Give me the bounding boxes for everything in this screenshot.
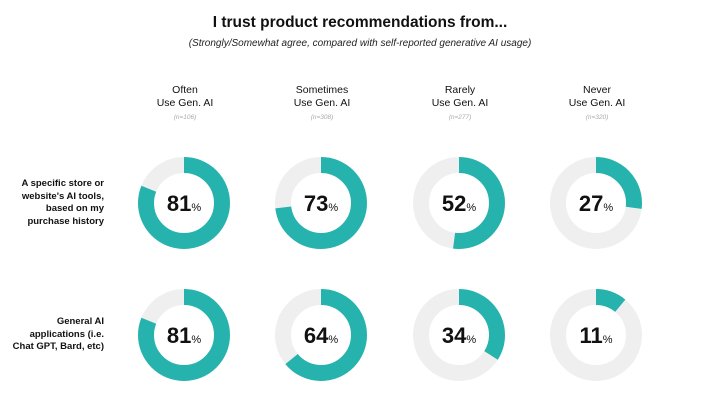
value-percent-sign: %: [466, 202, 476, 214]
column-sample-size: (n=308): [310, 114, 334, 121]
donut-value-label: 34%: [442, 323, 476, 348]
donut-value-label: 81%: [167, 323, 201, 348]
column-header-line2: Use Gen. AI: [156, 97, 214, 109]
column-sample-size: (n=277): [448, 114, 472, 121]
chart-title: I trust product recommendations from...: [212, 14, 508, 31]
value-percent-sign: %: [328, 334, 338, 346]
value-number: 27: [579, 191, 603, 216]
column-header-line2: Use Gen. AI: [568, 97, 626, 109]
donut-sometimes-row2: 64%: [275, 289, 367, 381]
donut-rarely-row2: 34%: [413, 289, 505, 381]
value-percent-sign: %: [191, 334, 201, 346]
value-percent-sign: %: [328, 202, 338, 214]
donut-value-arc: [138, 157, 230, 249]
donut-value-label: 11%: [579, 323, 612, 348]
column-header-line1: Never: [582, 84, 611, 96]
value-number: 11: [579, 323, 602, 348]
row-label-store-ai-tools: A specific store or website's AI tools, …: [10, 178, 104, 228]
row-label-general-ai: General AI applications (i.e. Chat GPT, …: [10, 316, 104, 354]
donut-value-label: 73%: [304, 191, 338, 216]
donut-value-arc: [413, 157, 505, 249]
column-header-sometimes: Sometimes Use Gen. AI (n=308): [252, 84, 392, 124]
row-label-line: General AI: [56, 316, 104, 327]
value-number: 64: [304, 323, 329, 348]
column-header-line2: Use Gen. AI: [431, 97, 489, 109]
donut-value-arc: [138, 289, 230, 381]
donut-never-row1: 27%: [550, 157, 642, 249]
donut-never-row2: 11%: [550, 289, 642, 381]
row-label-line: Chat GPT, Bard, etc): [12, 341, 104, 352]
column-header-line2: Use Gen. AI: [293, 97, 351, 109]
value-percent-sign: %: [603, 202, 613, 214]
value-percent-sign: %: [191, 202, 201, 214]
donut-value-label: 81%: [167, 191, 201, 216]
column-header-line1: Often: [172, 84, 198, 96]
donut-value-arc: [275, 289, 367, 381]
donut-value-arc: [550, 289, 642, 381]
donut-value-arc: [275, 157, 367, 249]
donut-value-label: 64%: [304, 323, 338, 348]
row-label-line: based on my: [45, 203, 104, 214]
column-header-never: Never Use Gen. AI (n=320): [527, 84, 667, 124]
donut-often-row1: 81%: [138, 157, 230, 249]
column-sample-size: (n=320): [585, 114, 609, 121]
value-percent-sign: %: [603, 334, 613, 346]
donut-value-label: 27%: [579, 191, 613, 216]
column-sample-size: (n=106): [173, 114, 197, 121]
row-label-line: A specific store or: [21, 178, 104, 189]
value-percent-sign: %: [466, 334, 476, 346]
column-header-line1: Sometimes: [295, 84, 349, 96]
donut-rarely-row1: 52%: [413, 157, 505, 249]
donut-value-label: 52%: [442, 191, 476, 216]
value-number: 81: [167, 323, 191, 348]
column-header-rarely: Rarely Use Gen. AI (n=277): [390, 84, 530, 124]
column-header-often: Often Use Gen. AI (n=106): [115, 84, 255, 124]
row-label-line: website's AI tools,: [21, 190, 104, 202]
value-number: 52: [442, 191, 466, 216]
donut-sometimes-row1: 73%: [275, 157, 367, 249]
donut-value-arc: [550, 157, 642, 249]
value-number: 81: [167, 191, 191, 216]
value-number: 73: [304, 191, 328, 216]
row-label-line: applications (i.e.: [29, 328, 104, 340]
column-header-line1: Rarely: [444, 84, 476, 96]
donut-value-arc: [413, 289, 505, 381]
donut-often-row2: 81%: [138, 289, 230, 381]
value-number: 34: [442, 323, 467, 348]
row-label-line: purchase history: [27, 215, 104, 227]
chart-subtitle: (Strongly/Somewhat agree, compared with …: [188, 38, 532, 49]
